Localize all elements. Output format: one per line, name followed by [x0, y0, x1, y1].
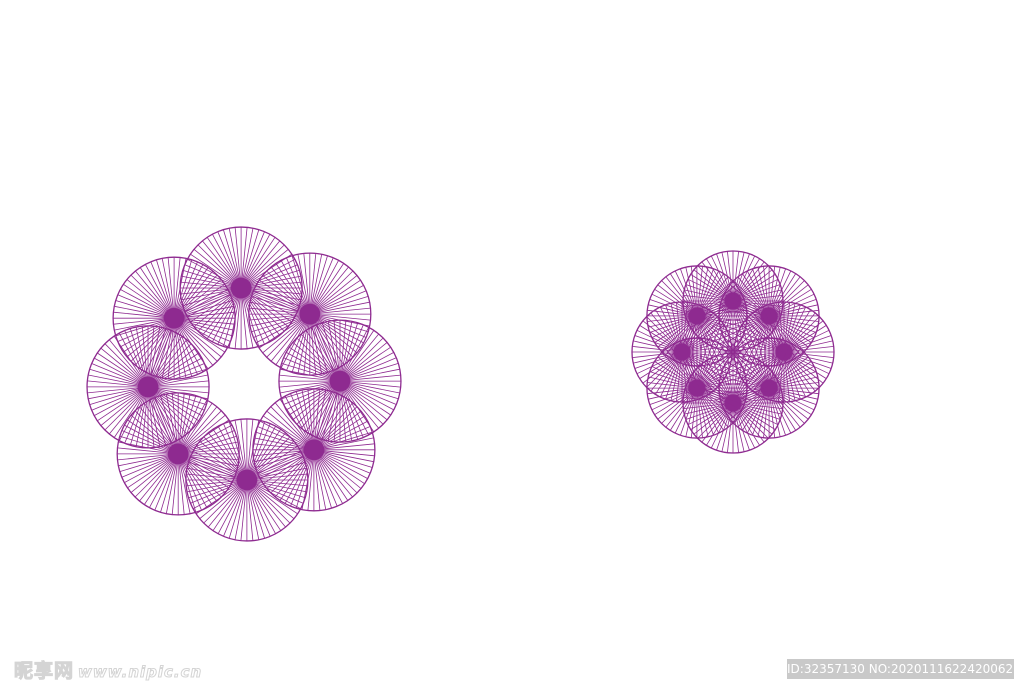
- image-id-bar: ID:32357130 NO:20201116224200626031: [787, 659, 1024, 679]
- logo-url: www.nipic.cn: [78, 663, 203, 682]
- spoked-circle: [112, 256, 236, 380]
- spoked-circle: [646, 265, 748, 367]
- right-rosette: [631, 250, 835, 454]
- logo-text: 昵享网: [13, 660, 75, 683]
- spoked-circle: [248, 252, 372, 376]
- left-rosette: [86, 226, 402, 542]
- nipic-logo: 昵享网 www.nipic.cn: [13, 656, 203, 683]
